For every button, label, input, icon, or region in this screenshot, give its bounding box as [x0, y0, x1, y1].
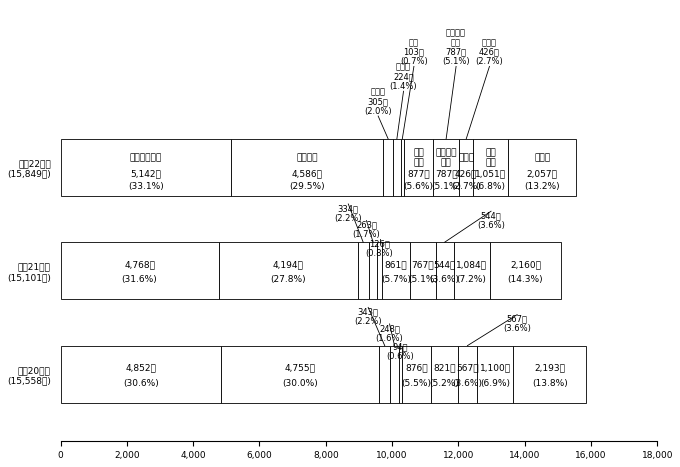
Text: 工場・事業場: 工場・事業場	[130, 154, 162, 163]
Text: 94件
(0.6%): 94件 (0.6%)	[386, 343, 414, 361]
Text: 5,142件: 5,142件	[131, 169, 161, 178]
Text: 767件: 767件	[411, 260, 435, 269]
Text: (29.5%): (29.5%)	[289, 183, 325, 191]
Text: 877件: 877件	[407, 169, 430, 178]
Text: 1,084件: 1,084件	[456, 260, 487, 269]
Text: 567件
(3.6%): 567件 (3.6%)	[503, 315, 531, 333]
Text: その他: その他	[534, 154, 550, 163]
Bar	[61, 242, 218, 299]
Text: 1,100件: 1,100件	[479, 363, 511, 372]
Text: (5.2%): (5.2%)	[430, 379, 460, 388]
Text: (13.8%): (13.8%)	[532, 379, 568, 388]
Text: 4,768件: 4,768件	[124, 260, 155, 269]
Text: 248件
(1.6%): 248件 (1.6%)	[375, 324, 403, 343]
Text: 航空機
224件
(1.4%): 航空機 224件 (1.4%)	[390, 63, 418, 91]
Bar	[508, 139, 577, 196]
Bar	[218, 242, 358, 299]
Text: (5.6%): (5.6%)	[403, 183, 434, 191]
Text: (3.6%): (3.6%)	[430, 276, 460, 284]
Bar	[381, 242, 410, 299]
Text: (5.5%): (5.5%)	[401, 379, 431, 388]
Bar	[433, 139, 459, 196]
Text: (2.7%): (2.7%)	[452, 183, 481, 191]
Text: (27.8%): (27.8%)	[271, 276, 306, 284]
Bar	[358, 242, 369, 299]
Text: 建設作業: 建設作業	[296, 154, 318, 163]
Text: 544件
(3.6%): 544件 (3.6%)	[477, 211, 505, 230]
Bar	[398, 346, 402, 403]
Bar	[404, 139, 433, 196]
Text: (3.6%): (3.6%)	[452, 379, 482, 388]
Bar	[458, 346, 477, 403]
Text: 2,160件: 2,160件	[510, 260, 541, 269]
Text: 2,057件: 2,057件	[527, 169, 558, 178]
Bar	[454, 242, 490, 299]
Text: 家庭
生活: 家庭 生活	[486, 149, 496, 167]
Text: (14.3%): (14.3%)	[507, 276, 543, 284]
Text: 861件: 861件	[385, 260, 407, 269]
Text: 4,852件: 4,852件	[126, 363, 156, 372]
Bar	[401, 139, 404, 196]
Bar	[231, 139, 383, 196]
Text: 334件
(2.2%): 334件 (2.2%)	[335, 204, 362, 223]
Bar	[369, 242, 377, 299]
Text: 1,051件: 1,051件	[475, 169, 507, 178]
Bar	[222, 346, 379, 403]
Text: 自動車
305件
(2.0%): 自動車 305件 (2.0%)	[364, 88, 392, 116]
Text: (5.7%): (5.7%)	[381, 276, 411, 284]
Text: その他の
営業: その他の 営業	[435, 149, 457, 167]
Bar	[473, 139, 508, 196]
Bar	[477, 346, 513, 403]
Bar	[377, 242, 381, 299]
Text: 787件: 787件	[435, 169, 458, 178]
Text: 821件: 821件	[433, 363, 456, 372]
Text: 126件
(0.8%): 126件 (0.8%)	[366, 239, 394, 258]
Text: (5.1%): (5.1%)	[431, 183, 461, 191]
Text: 426件: 426件	[455, 169, 477, 178]
Text: 鉄道
103件
(0.7%): 鉄道 103件 (0.7%)	[400, 38, 428, 66]
Bar	[393, 139, 401, 196]
Text: (31.6%): (31.6%)	[122, 276, 158, 284]
Bar	[402, 346, 431, 403]
Text: 544件: 544件	[433, 260, 456, 269]
Text: 263件
(1.7%): 263件 (1.7%)	[353, 220, 380, 239]
Bar	[61, 139, 231, 196]
Text: (5.1%): (5.1%)	[408, 276, 438, 284]
Bar	[61, 346, 222, 403]
Text: (6.9%): (6.9%)	[480, 379, 510, 388]
Text: (33.1%): (33.1%)	[128, 183, 164, 191]
Text: 567件: 567件	[456, 363, 479, 372]
Bar	[379, 346, 390, 403]
Text: 4,586件: 4,586件	[292, 169, 322, 178]
Text: 深夜
営業: 深夜 営業	[413, 149, 424, 167]
Bar	[459, 139, 473, 196]
Text: (7.2%): (7.2%)	[457, 276, 487, 284]
Bar	[436, 242, 454, 299]
Text: 876件: 876件	[405, 363, 428, 372]
Text: (6.8%): (6.8%)	[476, 183, 506, 191]
Bar	[490, 242, 561, 299]
Bar	[410, 242, 436, 299]
Bar	[383, 139, 393, 196]
Text: (30.0%): (30.0%)	[282, 379, 318, 388]
Text: 343件
(2.2%): 343件 (2.2%)	[354, 307, 382, 326]
Text: (30.6%): (30.6%)	[123, 379, 159, 388]
Bar	[431, 346, 458, 403]
Text: 拡声機: 拡声機	[458, 154, 475, 163]
Text: その他の
営業
787件
(5.1%): その他の 営業 787件 (5.1%)	[442, 28, 470, 66]
Text: 4,755件: 4,755件	[285, 363, 316, 372]
Bar	[513, 346, 586, 403]
Bar	[390, 346, 398, 403]
Text: 2,193件: 2,193件	[534, 363, 565, 372]
Text: 拡声機
426件
(2.7%): 拡声機 426件 (2.7%)	[475, 38, 503, 66]
Text: 4,194件: 4,194件	[273, 260, 303, 269]
Text: (13.2%): (13.2%)	[524, 183, 560, 191]
